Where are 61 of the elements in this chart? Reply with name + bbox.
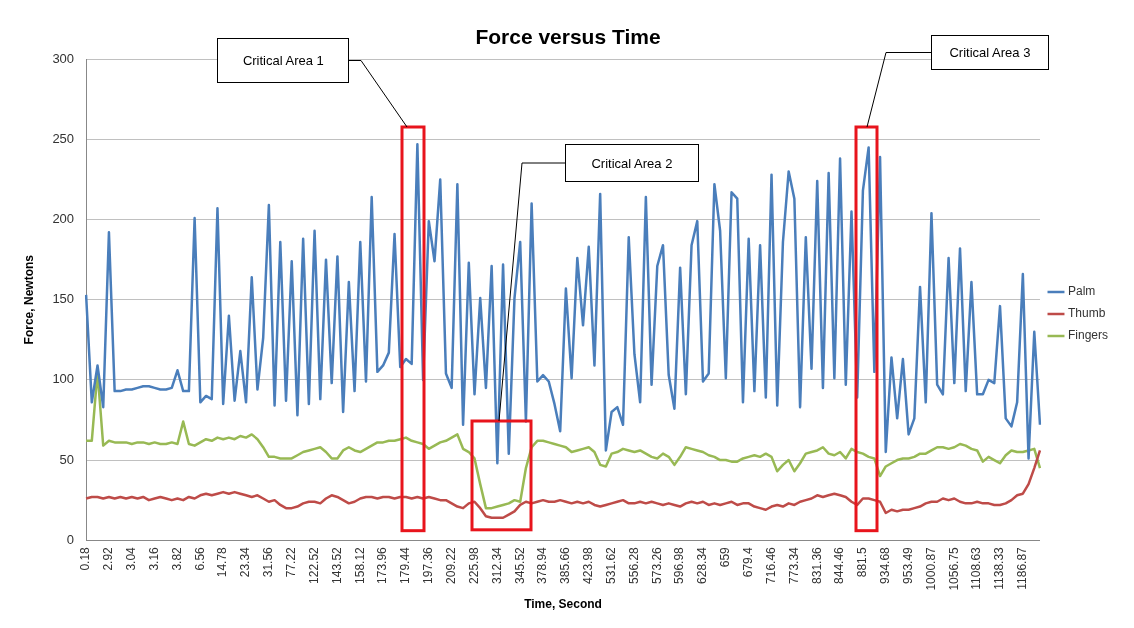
x-tick-label: 716.46 <box>763 546 778 584</box>
y-tick-label: 0 <box>66 531 75 547</box>
x-tick-label: 596.98 <box>672 546 687 584</box>
y-axis-title: Force, Newtons <box>21 254 36 345</box>
x-tick-label: 385.66 <box>558 546 573 584</box>
x-tick-label: 0.18 <box>78 546 93 571</box>
legend-label: Fingers <box>1067 328 1108 343</box>
x-tick-label: 345.52 <box>512 546 527 584</box>
x-tick-label: 122.52 <box>306 546 321 584</box>
x-tick-label: 23.34 <box>238 546 253 578</box>
x-tick-label: 312.34 <box>489 546 504 584</box>
callout-box: Critical Area 3 <box>866 34 1049 127</box>
y-tick-label: 150 <box>52 291 75 307</box>
x-tick-label: 3.82 <box>169 546 184 571</box>
x-tick-label: 158.12 <box>352 546 367 584</box>
x-axis-title: Time, Second <box>524 597 602 612</box>
x-tick-label: 628.34 <box>695 546 710 584</box>
annotation: Critical Area 2 <box>591 155 673 171</box>
x-tick-label: 378.94 <box>535 546 550 584</box>
x-tick-label: 2.92 <box>101 546 116 571</box>
legend-label: Palm <box>1067 284 1096 299</box>
y-tick-label: 200 <box>52 211 75 227</box>
x-tick-label: 1108.63 <box>969 546 984 590</box>
chart-title: Force versus Time <box>475 25 661 49</box>
x-tick-label: 173.96 <box>375 546 390 584</box>
x-tick-label: 77.22 <box>284 546 299 578</box>
x-tick-label: 679.4 <box>740 546 755 578</box>
x-tick-label: 3.04 <box>124 546 139 571</box>
legend-label: Thumb <box>1067 306 1106 321</box>
y-tick-label: 100 <box>52 371 75 387</box>
x-tick-label: 209.22 <box>443 546 458 584</box>
x-tick-label: 143.52 <box>329 546 344 584</box>
x-tick-label: 556.28 <box>626 546 641 584</box>
x-tick-label: 31.56 <box>261 546 276 578</box>
x-tick-label: 934.68 <box>878 546 893 584</box>
x-tick-label: 1186.87 <box>1015 546 1030 590</box>
y-tick-label: 300 <box>52 50 75 66</box>
x-tick-label: 1138.33 <box>992 546 1007 590</box>
x-tick-label: 953.49 <box>900 546 915 584</box>
annotation: Critical Area 1 <box>242 52 324 68</box>
x-tick-label: 831.36 <box>809 546 824 584</box>
y-tick-label: 50 <box>59 451 75 467</box>
x-tick-label: 659 <box>718 546 733 568</box>
annotation: Critical Area 3 <box>949 44 1031 60</box>
x-tick-label: 3.16 <box>146 546 161 571</box>
x-tick-label: 14.78 <box>215 546 230 578</box>
callout-box: Critical Area 2 <box>498 144 699 422</box>
x-tick-label: 573.26 <box>649 546 664 584</box>
y-tick-label: 250 <box>52 130 75 146</box>
x-tick-label: 1000.87 <box>923 546 938 591</box>
x-tick-label: 423.98 <box>581 546 596 584</box>
callout-box: Critical Area 1 <box>217 37 408 127</box>
x-tick-label: 881.5 <box>855 546 870 578</box>
x-tick-label: 773.34 <box>786 546 801 584</box>
x-tick-label: 197.36 <box>421 546 436 584</box>
x-tick-label: 225.98 <box>466 546 481 584</box>
x-tick-label: 844.46 <box>832 546 847 584</box>
x-tick-label: 6.56 <box>192 546 207 571</box>
x-tick-label: 1056.75 <box>946 546 961 591</box>
x-tick-label: 531.62 <box>603 546 618 584</box>
x-tick-label: 179.44 <box>398 546 413 584</box>
